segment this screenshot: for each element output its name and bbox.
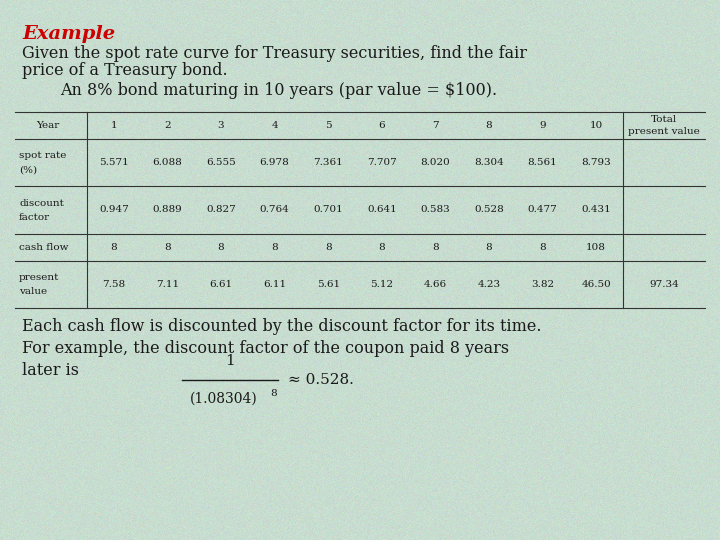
Text: 0.641: 0.641: [367, 206, 397, 214]
Text: 0.431: 0.431: [581, 206, 611, 214]
Text: (1.08304): (1.08304): [190, 392, 258, 406]
Text: 7: 7: [432, 121, 438, 130]
Text: 2: 2: [164, 121, 171, 130]
Text: ≈ 0.528.: ≈ 0.528.: [288, 373, 354, 387]
Text: Year: Year: [36, 121, 59, 130]
Text: 6.088: 6.088: [153, 158, 182, 167]
Text: 46.50: 46.50: [581, 280, 611, 289]
Text: 8: 8: [379, 243, 385, 252]
Text: 8: 8: [486, 121, 492, 130]
Text: 5: 5: [325, 121, 331, 130]
Text: 6.978: 6.978: [260, 158, 289, 167]
Text: 8: 8: [270, 389, 276, 398]
Text: 7.707: 7.707: [367, 158, 397, 167]
Text: 3: 3: [217, 121, 225, 130]
Text: 0.827: 0.827: [206, 206, 236, 214]
Text: 8: 8: [217, 243, 225, 252]
Text: 8: 8: [432, 243, 438, 252]
Text: 0.528: 0.528: [474, 206, 504, 214]
Text: 8: 8: [110, 243, 117, 252]
Text: 1: 1: [225, 354, 235, 368]
Text: 0.947: 0.947: [99, 206, 129, 214]
Text: Example: Example: [22, 25, 115, 43]
Text: Total: Total: [651, 115, 677, 124]
Text: 0.477: 0.477: [528, 206, 557, 214]
Text: 6.61: 6.61: [210, 280, 233, 289]
Text: 6.11: 6.11: [263, 280, 286, 289]
Text: value: value: [19, 287, 47, 296]
Text: 6: 6: [379, 121, 385, 130]
Text: For example, the discount factor of the coupon paid 8 years: For example, the discount factor of the …: [22, 340, 509, 357]
Text: Given the spot rate curve for Treasury securities, find the fair: Given the spot rate curve for Treasury s…: [22, 45, 527, 62]
Text: 8: 8: [325, 243, 331, 252]
Text: 5.12: 5.12: [370, 280, 393, 289]
Text: 8: 8: [486, 243, 492, 252]
Text: 4.66: 4.66: [424, 280, 447, 289]
Text: 5.571: 5.571: [99, 158, 129, 167]
Text: present: present: [19, 273, 59, 282]
Text: factor: factor: [19, 213, 50, 221]
Text: 7.58: 7.58: [102, 280, 125, 289]
Text: 10: 10: [590, 121, 603, 130]
Text: 8.561: 8.561: [528, 158, 557, 167]
Text: 7.11: 7.11: [156, 280, 179, 289]
Text: 0.583: 0.583: [420, 206, 450, 214]
Text: Each cash flow is discounted by the discount factor for its time.: Each cash flow is discounted by the disc…: [22, 318, 541, 335]
Text: 4.23: 4.23: [477, 280, 500, 289]
Text: later is: later is: [22, 362, 79, 379]
Text: (%): (%): [19, 165, 37, 174]
Text: price of a Treasury bond.: price of a Treasury bond.: [22, 62, 228, 79]
Text: 9: 9: [539, 121, 546, 130]
Text: 8.793: 8.793: [581, 158, 611, 167]
Text: An 8% bond maturing in 10 years (par value = $100).: An 8% bond maturing in 10 years (par val…: [60, 82, 497, 99]
Text: 97.34: 97.34: [649, 280, 679, 289]
Text: 8.304: 8.304: [474, 158, 504, 167]
Text: 108: 108: [586, 243, 606, 252]
Text: 4: 4: [271, 121, 278, 130]
Text: 8: 8: [164, 243, 171, 252]
Text: 8: 8: [539, 243, 546, 252]
Text: 0.764: 0.764: [260, 206, 289, 214]
Text: 8.020: 8.020: [420, 158, 450, 167]
Text: 5.61: 5.61: [317, 280, 340, 289]
Text: 1: 1: [110, 121, 117, 130]
Text: discount: discount: [19, 199, 64, 207]
Text: spot rate: spot rate: [19, 151, 66, 160]
Text: present value: present value: [628, 127, 700, 136]
Text: 6.555: 6.555: [206, 158, 236, 167]
Text: cash flow: cash flow: [19, 243, 68, 252]
Text: 7.361: 7.361: [313, 158, 343, 167]
Text: 0.701: 0.701: [313, 206, 343, 214]
Text: 3.82: 3.82: [531, 280, 554, 289]
Text: 8: 8: [271, 243, 278, 252]
Text: 0.889: 0.889: [153, 206, 182, 214]
